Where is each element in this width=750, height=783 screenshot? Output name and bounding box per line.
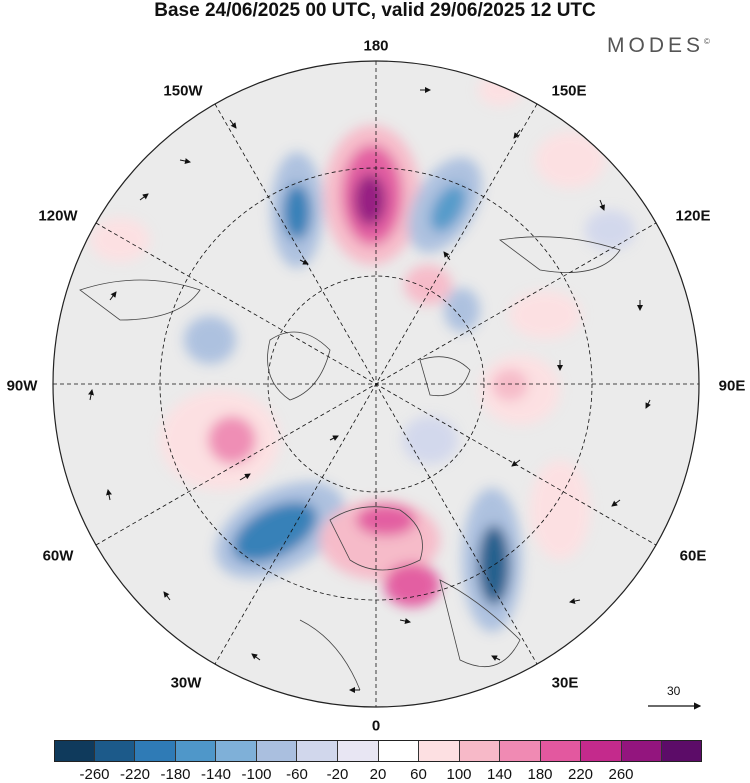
colorbar-segment — [500, 740, 541, 762]
label-60e: 60E — [679, 547, 707, 565]
colorbar-tick-label: 180 — [527, 766, 553, 783]
colorbar-segment — [54, 740, 95, 762]
colorbar-segment — [540, 740, 582, 762]
map-border — [52, 60, 700, 708]
colorbar-tick-label: -180 — [160, 766, 191, 783]
colorbar-segment — [459, 740, 501, 762]
label-150e: 150E — [551, 82, 587, 100]
colorbar-tick-label: -60 — [286, 766, 308, 783]
brand-name: MODES — [607, 34, 705, 57]
colorbar-tick-label: 260 — [608, 766, 634, 783]
colorbar-tick-label: -220 — [119, 766, 151, 783]
coastlines — [79, 236, 621, 691]
anomaly-field — [53, 61, 699, 707]
graticule — [53, 61, 699, 707]
label-120w: 120W — [38, 207, 78, 225]
label-0: 0 — [371, 717, 381, 735]
colorbar-segment — [662, 740, 702, 762]
label-90w: 90W — [6, 377, 38, 395]
colorbar-tick-label: 60 — [410, 766, 427, 783]
map-title: Base 24/06/2025 00 UTC, valid 29/06/2025… — [154, 0, 596, 21]
label-30e: 30E — [551, 674, 579, 692]
colorbar-segment — [216, 740, 257, 762]
colorbar-tick-label: 220 — [567, 766, 594, 783]
colorbar-tick-label: 20 — [369, 766, 387, 783]
colorbar-segment — [175, 740, 217, 762]
colorbar-tick-label: 100 — [446, 766, 472, 783]
colorbar-segment — [581, 740, 622, 762]
colorbar-segment — [419, 740, 460, 762]
brand-logo: MODES© — [607, 34, 710, 58]
colorbar-tick-label: -20 — [326, 766, 349, 783]
colorbar-segment — [378, 740, 420, 762]
colorbar-segment — [135, 740, 176, 762]
label-180: 180 — [363, 37, 389, 55]
label-120e: 120E — [675, 207, 711, 225]
reference-vector-label: 30 — [667, 684, 681, 698]
brand-mark: © — [704, 37, 710, 46]
colorbar-segment — [297, 740, 338, 762]
colorbar — [54, 740, 702, 762]
colorbar-tick-label: 140 — [486, 766, 513, 783]
colorbar-tick-label: -140 — [200, 766, 232, 783]
colorbar-segment — [94, 740, 136, 762]
label-60w: 60W — [42, 547, 74, 565]
colorbar-tick-label: -100 — [241, 766, 272, 783]
colorbar-segment — [621, 740, 663, 762]
label-150w: 150W — [163, 82, 203, 100]
label-30w: 30W — [170, 674, 202, 692]
wind-vectors — [88, 87, 651, 693]
colorbar-segment — [337, 740, 379, 762]
colorbar-segment — [256, 740, 298, 762]
colorbar-tick-label: -260 — [79, 766, 110, 783]
label-90e: 90E — [718, 377, 746, 395]
